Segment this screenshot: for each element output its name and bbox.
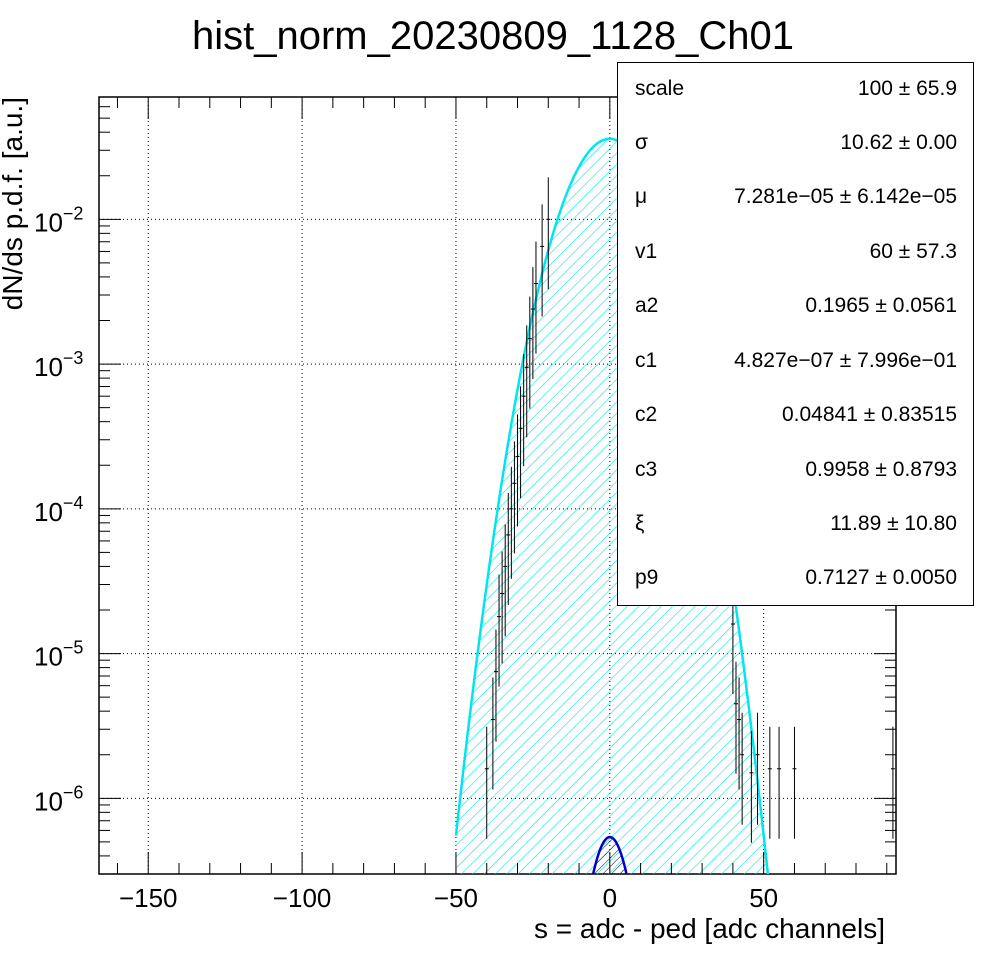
- chart-title: hist_norm_20230809_1128_Ch01: [192, 14, 794, 58]
- stat-name: p9: [635, 566, 659, 589]
- stat-value: 0.04841 ± 0.83515: [781, 403, 957, 426]
- stat-row-mu: μ 7.281e−05 ± 6.142e−05: [618, 171, 973, 225]
- x-axis-title: s = adc - ped [adc channels]: [534, 913, 885, 944]
- x-tick-label: −150: [119, 883, 178, 913]
- y-tick-label: 10−2: [34, 203, 83, 237]
- y-tick-label: 10−5: [34, 638, 83, 672]
- stat-name: σ: [635, 131, 648, 154]
- stat-row-c2: c2 0.04841 ± 0.83515: [618, 389, 973, 443]
- stat-name: c2: [635, 403, 658, 426]
- stat-value: 10.62 ± 0.00: [840, 131, 957, 154]
- stat-row-scale: scale 100 ± 65.9: [618, 63, 973, 117]
- stat-name: ξ: [635, 512, 645, 535]
- stat-value: 4.827e−07 ± 7.996e−01: [734, 349, 957, 372]
- y-tick-label: 10−4: [34, 493, 83, 527]
- x-tick-label: −50: [434, 883, 478, 913]
- stat-row-sigma: σ 10.62 ± 0.00: [618, 117, 973, 171]
- stat-row-xi: ξ 11.89 ± 10.80: [618, 498, 973, 552]
- stat-row-c3: c3 0.9958 ± 0.8793: [618, 444, 973, 498]
- y-tick-labels: 10−6 10−5 10−4 10−3 10−2: [34, 203, 83, 816]
- stat-name: a2: [635, 294, 659, 317]
- stat-value: 11.89 ± 10.80: [830, 512, 957, 535]
- x-tick-labels: −150 −100 −50 0 50: [119, 883, 778, 913]
- stat-row-p9: p9 0.7127 ± 0.0050: [618, 552, 973, 606]
- stat-value: 100 ± 65.9: [857, 77, 957, 100]
- y-tick-label: 10−6: [34, 782, 83, 816]
- x-tick-label: 50: [749, 883, 778, 913]
- stat-name: v1: [635, 240, 658, 263]
- x-tick-label: 0: [603, 883, 617, 913]
- stat-value: 60 ± 57.3: [869, 240, 957, 263]
- fit-statistics-box: scale 100 ± 65.9 σ 10.62 ± 0.00 μ 7.281e…: [617, 62, 974, 606]
- fit-component-curve: [591, 835, 628, 874]
- stat-value: 7.281e−05 ± 6.142e−05: [734, 185, 957, 208]
- stat-row-a2: a2 0.1965 ± 0.0561: [618, 280, 973, 334]
- y-axis-title: dN/ds p.d.f. [a.u.]: [0, 97, 28, 310]
- stat-row-c1: c1 4.827e−07 ± 7.996e−01: [618, 335, 973, 389]
- stat-value: 0.7127 ± 0.0050: [805, 566, 957, 589]
- stat-value: 0.1965 ± 0.0561: [805, 294, 957, 317]
- fit-total-hatch: [455, 138, 770, 874]
- stat-name: scale: [635, 77, 685, 100]
- y-tick-label: 10−3: [34, 348, 83, 382]
- stat-name: c3: [635, 458, 658, 481]
- stat-name: c1: [635, 349, 658, 372]
- data-points: [484, 177, 895, 843]
- x-tick-label: −100: [273, 883, 332, 913]
- stat-value: 0.9958 ± 0.8793: [805, 458, 957, 481]
- stat-name: μ: [635, 185, 648, 208]
- stat-row-v1: v1 60 ± 57.3: [618, 226, 973, 280]
